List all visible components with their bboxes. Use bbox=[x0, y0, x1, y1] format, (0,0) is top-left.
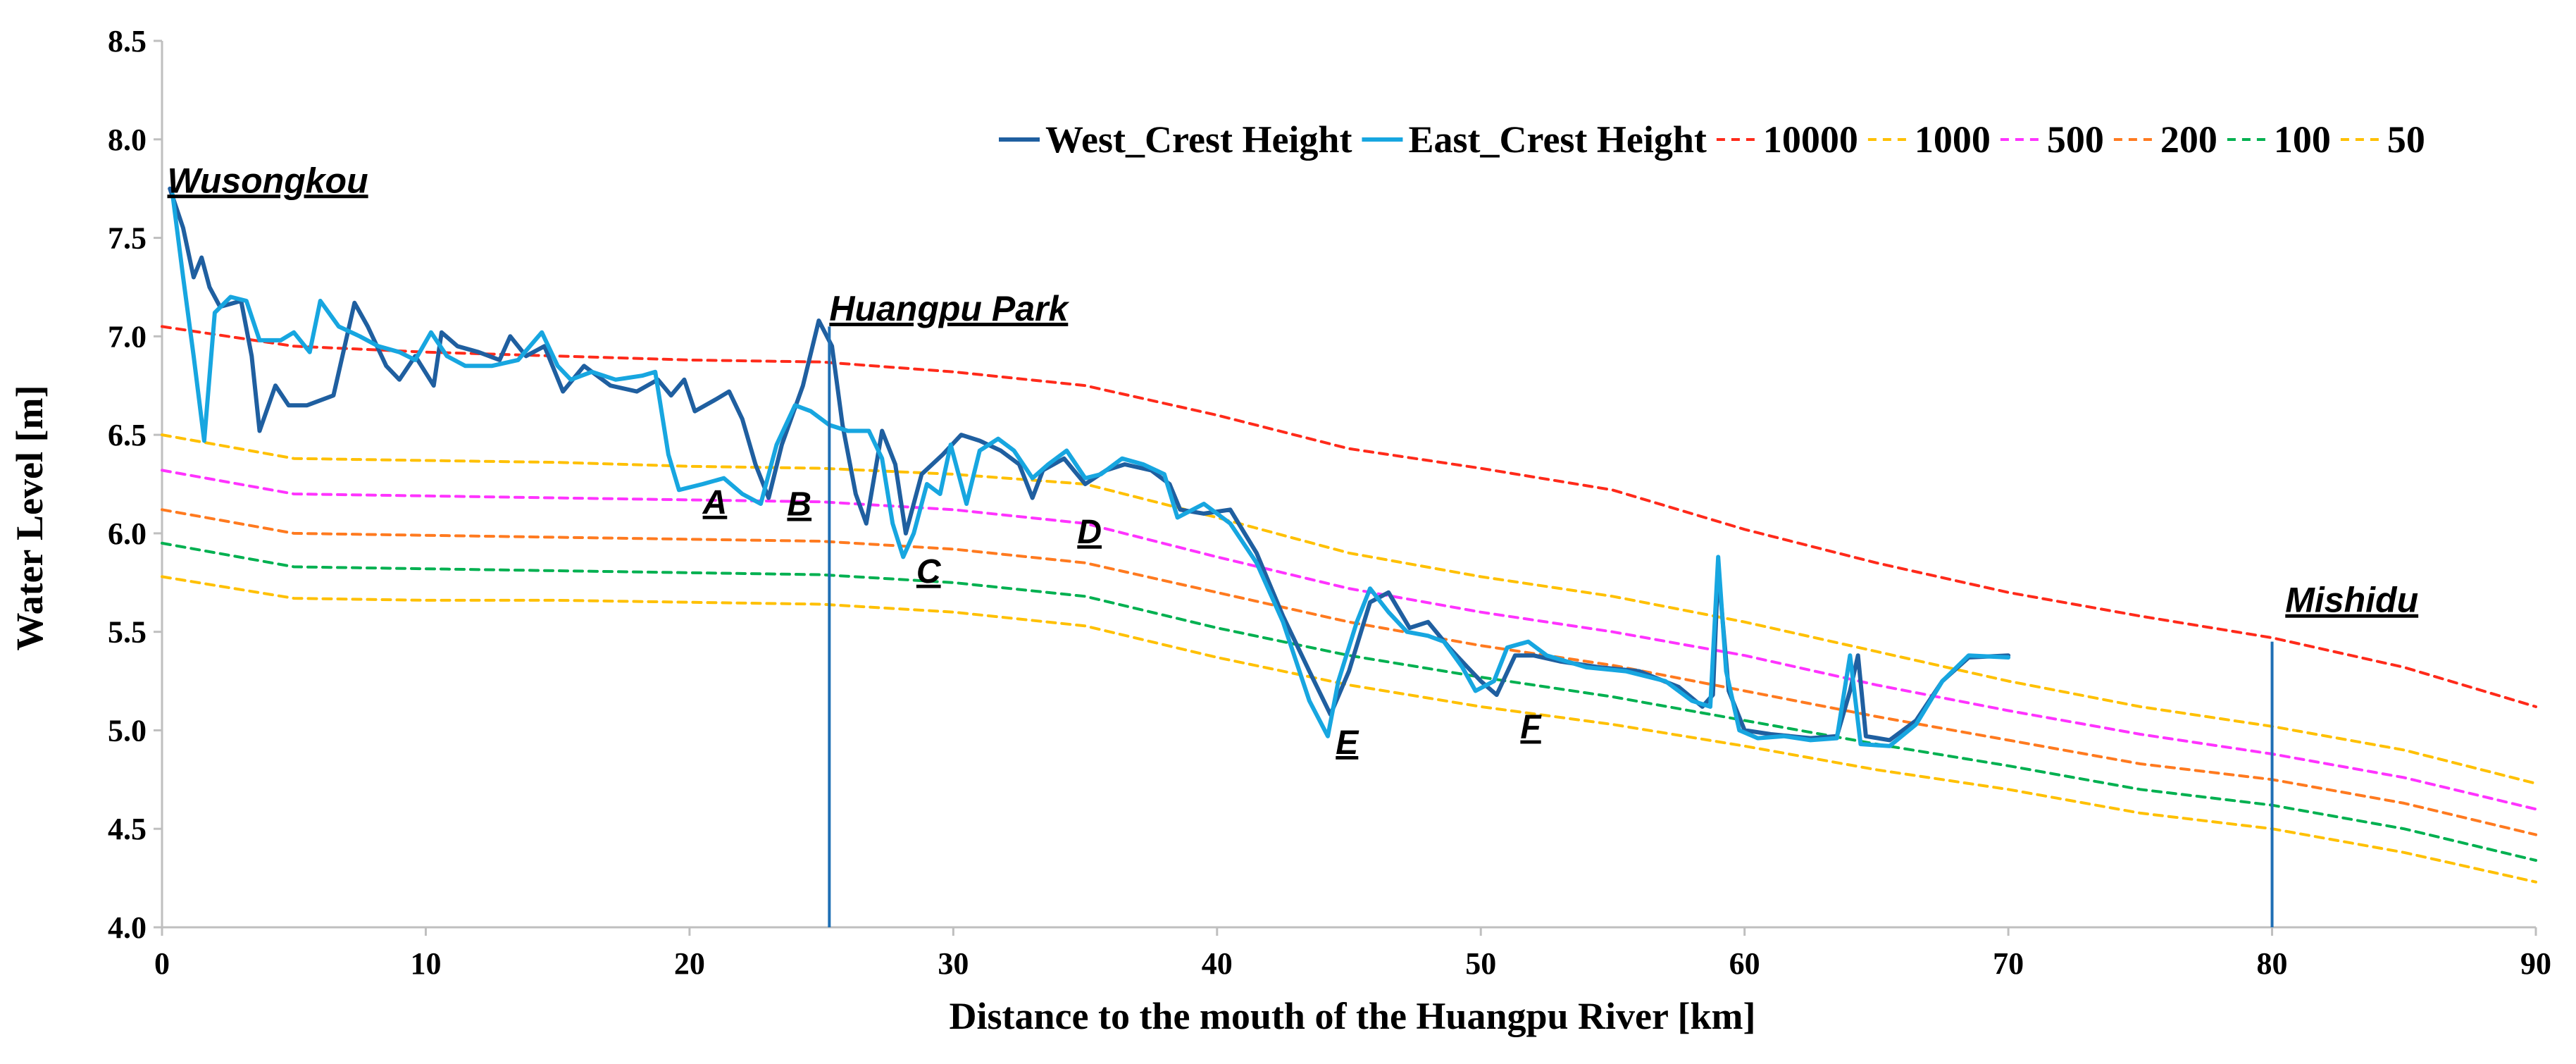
x-axis-title: Distance to the mouth of the Huangpu Riv… bbox=[950, 995, 1756, 1037]
point-label-c: C bbox=[916, 553, 942, 590]
legend-label-1000: 1000 bbox=[1915, 118, 1991, 161]
x-tick-label: 0 bbox=[154, 946, 170, 981]
location-label-mishidu: Mishidu bbox=[2285, 581, 2418, 620]
y-tick-label: 5.5 bbox=[108, 615, 147, 650]
y-tick-label: 7.5 bbox=[108, 221, 147, 256]
x-tick-label: 30 bbox=[938, 946, 969, 981]
location-label-huangpu-park: Huangpu Park bbox=[829, 289, 1069, 328]
point-label-d: D bbox=[1077, 514, 1102, 551]
y-tick-label: 7.0 bbox=[108, 319, 147, 354]
legend-label-50: 50 bbox=[2387, 118, 2425, 161]
legend-label-500: 500 bbox=[2047, 118, 2104, 161]
location-label-wusongkou: Wusongkou bbox=[167, 161, 368, 200]
legend-label-10000: 10000 bbox=[1763, 118, 1858, 161]
series-line-1000 bbox=[161, 433, 2537, 785]
y-tick-label: 4.5 bbox=[108, 812, 147, 846]
series-line-100 bbox=[161, 541, 2537, 862]
x-tick-label: 60 bbox=[1729, 946, 1760, 981]
point-label-b: B bbox=[787, 486, 811, 524]
x-tick-label: 90 bbox=[2520, 946, 2551, 981]
axes: 4.0 4.5 5.0 5.5 6.0 6.5 7.0 7.5 8.0 8.5 0 10 20 30 40 5… bbox=[108, 24, 2551, 981]
series-line-10000 bbox=[161, 325, 2537, 708]
x-tick-label: 80 bbox=[2257, 946, 2288, 981]
series-line-50 bbox=[161, 575, 2537, 884]
x-tick-label: 40 bbox=[1202, 946, 1233, 981]
x-tick-label: 20 bbox=[674, 946, 705, 981]
x-tick-label: 10 bbox=[410, 946, 441, 981]
legend-label-100: 100 bbox=[2274, 118, 2331, 161]
series-line-west-crest-height bbox=[168, 186, 2011, 743]
legend-label-east-crest-height: East_Crest Height bbox=[1408, 118, 1706, 161]
series-line-500 bbox=[161, 469, 2537, 811]
point-label-a: A bbox=[702, 484, 728, 521]
y-tick-label: 6.5 bbox=[108, 418, 147, 452]
x-tick-label: 70 bbox=[1993, 946, 2024, 981]
annotations: Wusongkou Huangpu Park Mishidu A B C D E F bbox=[167, 161, 2418, 927]
y-tick-label: 5.0 bbox=[108, 713, 147, 748]
legend-label-200: 200 bbox=[2160, 118, 2217, 161]
y-axis-title: Water Level [m] bbox=[8, 385, 51, 651]
series-group bbox=[161, 186, 2537, 884]
y-tick-label: 8.5 bbox=[108, 24, 147, 58]
y-tick-label: 6.0 bbox=[108, 516, 147, 551]
series-line-east-crest-height bbox=[170, 192, 2011, 748]
series-line-200 bbox=[161, 508, 2537, 836]
point-label-e: E bbox=[1336, 724, 1359, 762]
x-tick-label: 50 bbox=[1465, 946, 1496, 981]
y-tick-label: 4.0 bbox=[108, 910, 147, 945]
point-label-f: F bbox=[1520, 709, 1542, 746]
legend-label-west-crest-height: West_Crest Height bbox=[1045, 118, 1352, 161]
y-tick-label: 8.0 bbox=[108, 123, 147, 157]
legend: West_Crest Height East_Crest Height 10000 1… bbox=[999, 118, 2425, 161]
